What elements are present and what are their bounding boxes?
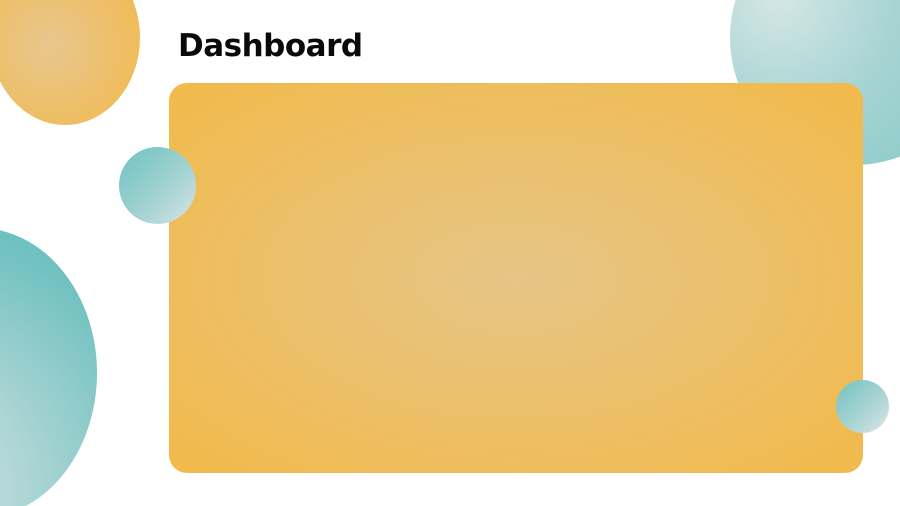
decorative-teal-circle-small	[119, 147, 196, 224]
page-title: Dashboard	[178, 28, 363, 64]
dashboard-card	[169, 83, 863, 473]
decorative-orange-circle	[0, 0, 140, 125]
decorative-teal-circle-tiny	[836, 380, 889, 433]
decorative-teal-circle-bottom	[0, 228, 97, 506]
